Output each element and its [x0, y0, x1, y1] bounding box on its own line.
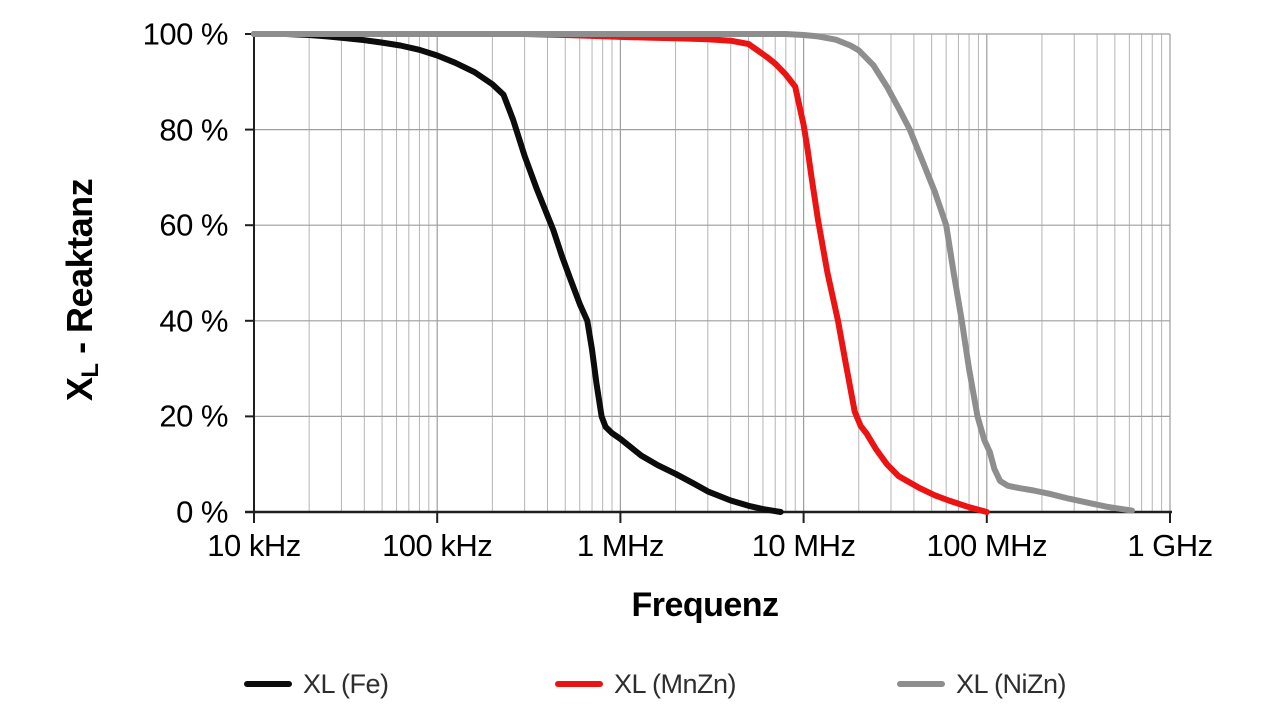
legend-label-fe: XL (Fe)	[303, 668, 389, 699]
legend-label-mnzn: XL (MnZn)	[614, 668, 737, 699]
x-tick-label-0: 10 kHz	[207, 528, 301, 563]
legend-item-xl-nizn: XL (NiZn)	[897, 668, 1067, 700]
legend-line-swatch-fe	[244, 681, 292, 687]
legend-line-swatch-nizn	[897, 681, 945, 687]
legend-label-nizn: XL (NiZn)	[956, 668, 1067, 699]
y-axis-title-subscript: L	[77, 363, 104, 378]
legend: XL (Fe) XL (MnZn) XL (NiZn)	[0, 668, 1280, 704]
legend-line-swatch-mnzn	[555, 681, 603, 687]
legend-item-xl-fe: XL (Fe)	[244, 668, 389, 700]
x-tick-label-1: 100 kHz	[382, 528, 493, 563]
y-tick-label-0: 0 %	[176, 494, 228, 530]
y-axis-title-rest: - Reaktanz	[59, 178, 100, 364]
y-tick-label-4: 80 %	[159, 112, 228, 148]
y-axis-title: XL - Reaktanz	[59, 178, 104, 402]
y-tick-label-5: 100 %	[142, 16, 229, 52]
x-axis-title: Frequenz	[631, 586, 779, 624]
y-tick-label-3: 60 %	[159, 207, 228, 243]
y-axis-title-symbol: X	[59, 377, 100, 402]
x-tick-label-2: 1 MHz	[576, 528, 665, 563]
x-tick-label-3: 10 MHz	[751, 528, 856, 563]
legend-item-xl-mnzn: XL (MnZn)	[555, 668, 737, 700]
series-line-xl-fe	[251, 31, 784, 515]
series-line-xl-nizn	[251, 31, 1135, 514]
y-tick-label-2: 40 %	[159, 303, 228, 339]
x-tick-label-5: 1 GHz	[1127, 528, 1213, 563]
x-tick-label-4: 100 MHz	[926, 528, 1048, 563]
series-line-xl-mnzn	[251, 31, 990, 515]
y-tick-label-1: 20 %	[159, 398, 228, 434]
